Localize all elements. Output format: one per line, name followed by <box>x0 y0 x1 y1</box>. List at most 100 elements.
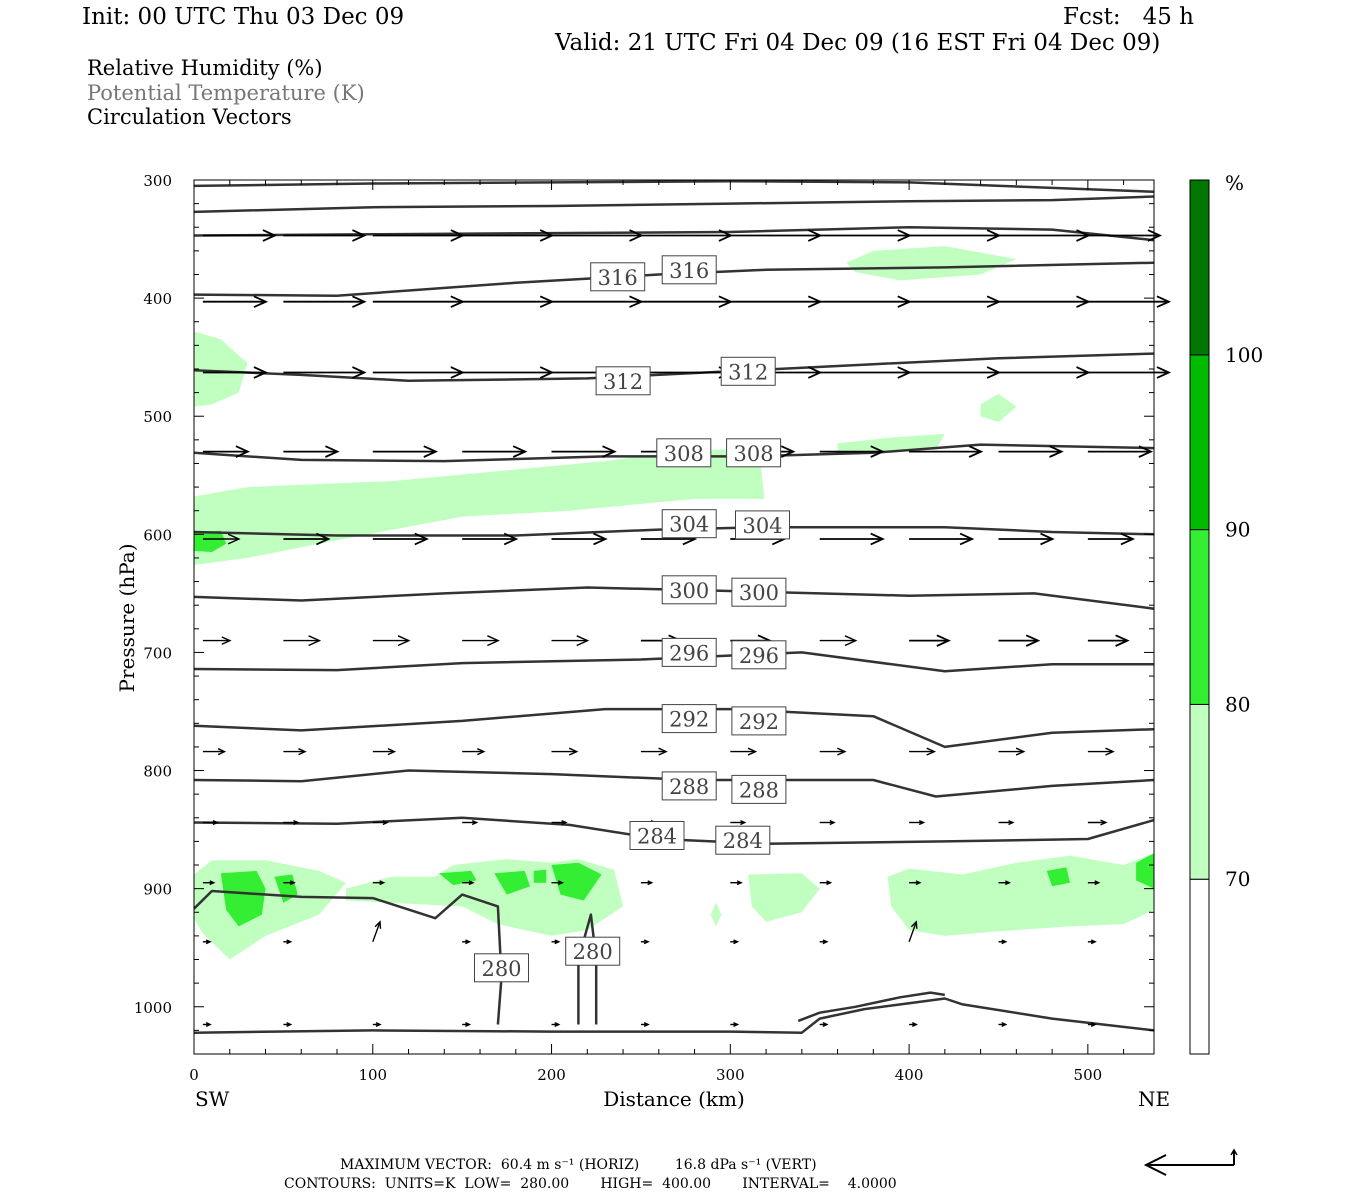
isentrope-label: 292 <box>669 708 709 732</box>
circulation-vector <box>551 747 579 756</box>
x-end-label-left: SW <box>195 1087 230 1111</box>
theta-isentrope <box>577 913 598 1025</box>
rh-region <box>1136 853 1154 889</box>
isentrope-label-box <box>731 640 787 670</box>
rh-region <box>438 870 477 886</box>
circulation-vector <box>730 295 823 308</box>
rh-region <box>710 902 722 927</box>
circulation-vector <box>909 880 922 886</box>
circulation-vector <box>372 532 429 546</box>
circulation-vector <box>372 819 389 826</box>
circulation-vector <box>551 819 568 826</box>
isentrope-label-box <box>629 821 685 850</box>
isentrope-label-box <box>595 366 651 396</box>
theta-isentrope <box>193 651 1154 673</box>
circulation-vector <box>909 532 975 546</box>
circulation-vector <box>1087 634 1130 647</box>
contours-caption: CONTOURS: UNITS=K LOW= 280.00 HIGH= 400.… <box>284 1176 897 1192</box>
max-vector-caption: MAXIMUM VECTOR: 60.4 m s⁻¹ (HORIZ) 16.8 … <box>340 1157 817 1173</box>
colorbar-segment <box>1189 354 1210 531</box>
circulation-vector <box>283 295 367 308</box>
rh-region <box>533 869 547 883</box>
isentrope-label: 308 <box>734 442 774 466</box>
theta-isentrope <box>193 707 1155 749</box>
colorbar-segment <box>1189 529 1210 705</box>
colorbar-segment <box>1189 179 1210 356</box>
circulation-vector <box>819 445 885 458</box>
isentrope-label: 316 <box>598 266 638 290</box>
circulation-vector <box>1087 939 1097 945</box>
colorbar: 70 80 90 100 <box>1189 179 1263 1055</box>
circulation-vector <box>372 295 465 308</box>
colorbar-tick-label: 90 <box>1225 518 1250 542</box>
circulation-vector <box>372 366 465 379</box>
circulation-vector <box>551 635 590 647</box>
circulation-vector <box>640 295 734 308</box>
circulation-vector <box>1087 1022 1097 1027</box>
isentrope-label: 284 <box>637 825 677 849</box>
circulation-vector <box>462 748 486 756</box>
circulation-vector <box>283 939 293 945</box>
circulation-vector <box>730 819 747 826</box>
isentrope-label-box <box>715 825 771 855</box>
isentrope-label: 288 <box>669 775 709 799</box>
circulation-vector <box>998 634 1041 647</box>
rh-region <box>980 393 1017 423</box>
circulation-vector <box>730 747 758 756</box>
circulation-vector <box>640 747 668 756</box>
circulation-vector <box>462 532 519 546</box>
colorbar-unit: % <box>1225 171 1244 195</box>
circulation-vector <box>998 295 1091 308</box>
isentrope-label: 300 <box>739 581 779 605</box>
circulation-vector <box>372 635 411 647</box>
circulation-vector <box>372 229 465 242</box>
circulation-vector <box>372 880 386 886</box>
circulation-vector <box>1087 229 1163 242</box>
circulation-vector <box>819 635 858 647</box>
circulation-vector <box>462 819 479 826</box>
circulation-vector <box>462 880 475 886</box>
circulation-vector <box>283 532 331 546</box>
circulation-vector <box>462 229 555 242</box>
theta-isentrope <box>193 195 1155 214</box>
isentrope-label-box <box>661 637 717 667</box>
isentrope-label: 304 <box>742 514 782 538</box>
circulation-vector <box>998 747 1026 756</box>
circulation-vector <box>1087 532 1136 546</box>
x-axis-label: Distance (km) <box>603 1087 745 1111</box>
isentrope-label-box <box>661 771 717 801</box>
circulation-vector <box>283 229 367 242</box>
circulation-vector <box>819 366 912 379</box>
circulation-vector <box>283 635 322 647</box>
circulation-vector <box>551 532 608 546</box>
rh-region <box>220 870 266 927</box>
colorbar-segment <box>1189 703 1210 880</box>
circulation-vector <box>909 819 926 826</box>
isentrope-label: 296 <box>739 644 779 668</box>
circulation-vector <box>819 747 847 756</box>
x-tick-label: 400 <box>895 1066 924 1084</box>
legend-vectors: Circulation Vectors <box>87 105 292 129</box>
circulation-vector <box>283 1022 293 1027</box>
rh-region <box>346 859 624 936</box>
rh-shading-layer <box>194 246 1154 960</box>
circulation-vector <box>909 295 1002 308</box>
circulation-vector <box>909 229 1002 242</box>
circulation-vector <box>730 939 740 945</box>
theta-isentrope <box>193 225 1155 242</box>
rh-region <box>194 331 248 407</box>
circulation-vector <box>202 533 241 545</box>
circulation-vector <box>283 445 340 458</box>
circulation-vector <box>819 939 829 945</box>
x-tick-label: 100 <box>358 1066 387 1084</box>
circulation-vector <box>640 1022 650 1027</box>
circulation-vector <box>202 636 232 645</box>
circulation-vector <box>202 819 219 826</box>
circulation-vector <box>1087 366 1172 379</box>
rh-region <box>846 246 1017 281</box>
circulation-vector <box>819 819 836 826</box>
isentrope-label: 300 <box>669 579 709 603</box>
rh-region <box>194 860 346 960</box>
x-tick-label: 0 <box>189 1066 199 1084</box>
circulation-vector <box>462 939 472 945</box>
